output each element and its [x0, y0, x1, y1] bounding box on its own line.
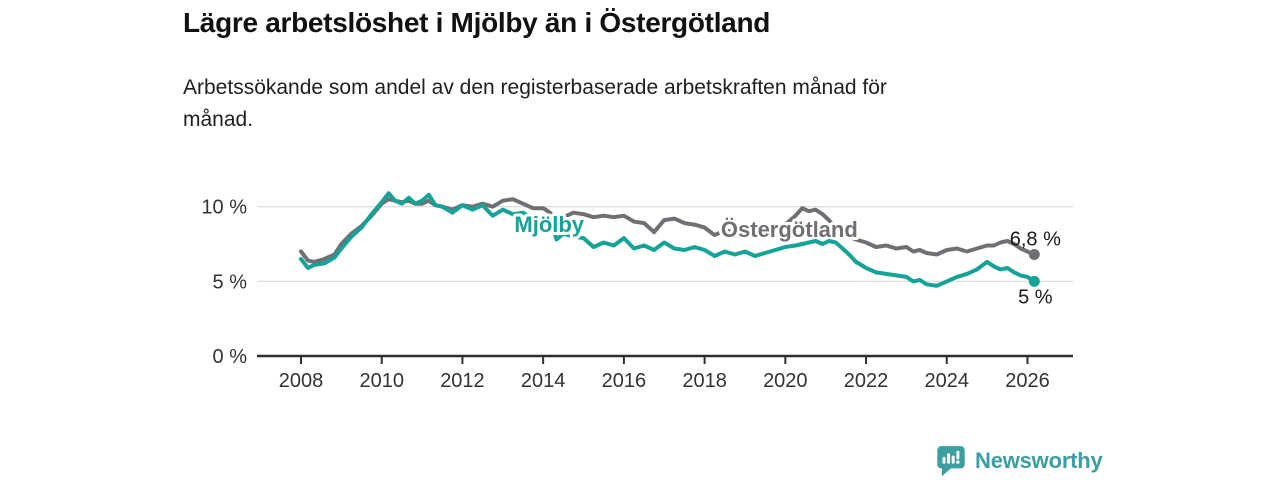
- x-axis-tick-label: 2016: [602, 370, 647, 392]
- x-axis-tick-label: 2020: [763, 370, 808, 392]
- series-label-mjolby: Mjölby: [514, 212, 584, 237]
- series-end-dot-mjolby: [1028, 275, 1040, 287]
- x-axis-tick-label: 2026: [1005, 370, 1050, 392]
- end-value-label-mjolby: 5 %: [1018, 286, 1053, 308]
- series-line-mjolby: [299, 191, 1037, 288]
- x-axis-tick-label: 2024: [925, 370, 970, 392]
- end-value-label-ostergotland: 6,8 %: [1010, 228, 1061, 250]
- x-axis-tick-label: 2008: [279, 370, 324, 392]
- newsworthy-logo-icon: [937, 446, 965, 477]
- x-axis-tick-label: 2018: [682, 370, 727, 392]
- page-title: Lägre arbetslöshet i Mjölby än i Östergö…: [183, 7, 771, 38]
- x-axis-tick-label: 2022: [844, 370, 889, 392]
- newsworthy-brand-link[interactable]: Newsworthy: [936, 445, 1103, 477]
- x-axis-tick-label: 2014: [521, 370, 566, 392]
- series-line-ostergotland: [299, 197, 1037, 264]
- y-axis-tick-label: 0 %: [213, 346, 248, 368]
- series-end-dot-ostergotland: [1028, 249, 1040, 260]
- x-axis-tick-label: 2010: [359, 370, 404, 392]
- y-axis-tick-label: 10 %: [201, 197, 247, 219]
- x-axis-tick-label: 2012: [440, 370, 485, 392]
- y-axis-tick-label: 5 %: [213, 271, 248, 293]
- newsworthy-brand-label: Newsworthy: [975, 448, 1103, 473]
- series-label-ostergotland: Östergötland: [721, 217, 858, 242]
- chart-subtitle: Arbetssökande som andel av den registerb…: [183, 76, 887, 131]
